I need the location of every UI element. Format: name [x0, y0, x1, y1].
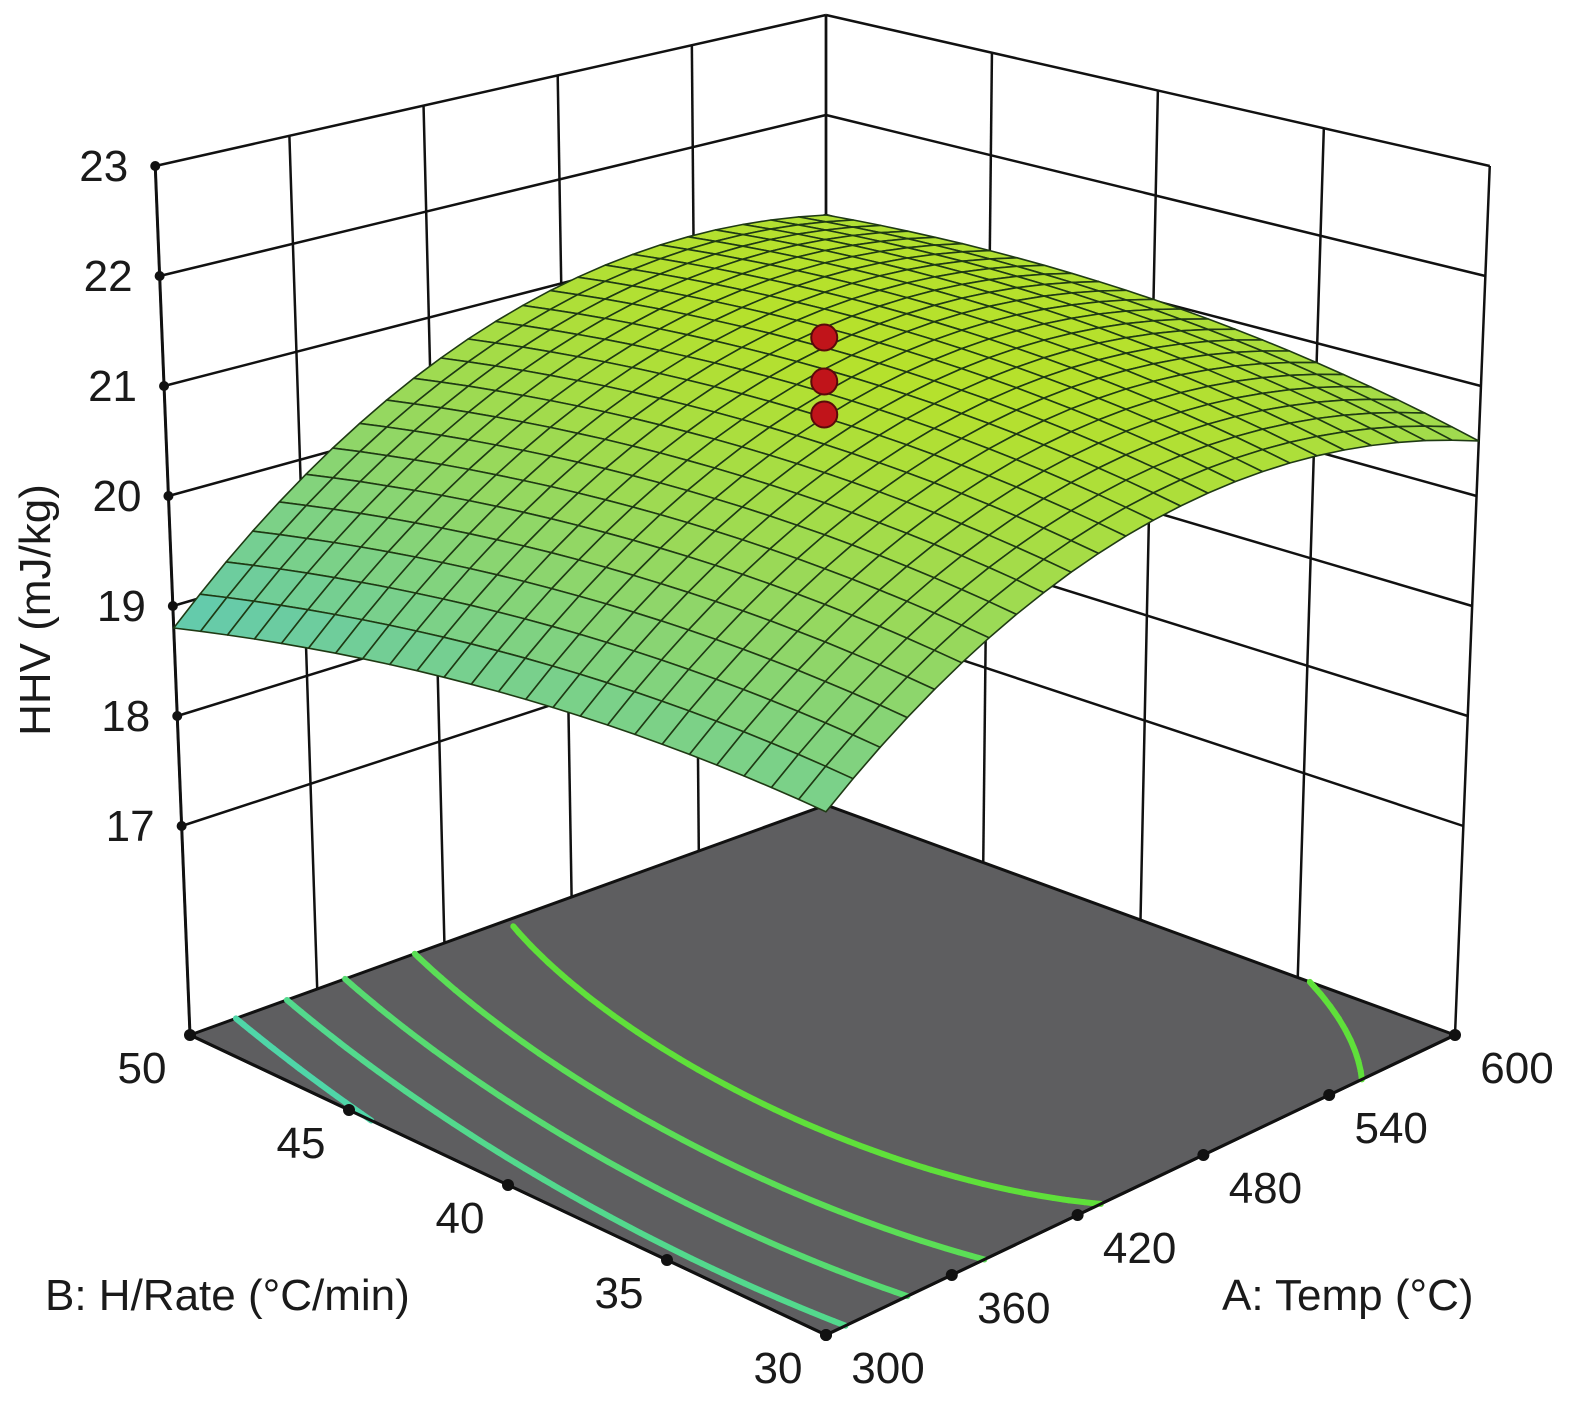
right-wall-gridline — [1453, 165, 1492, 1036]
contour-segment — [1306, 978, 1318, 991]
z-tick-label: 22 — [84, 252, 133, 301]
z-tick-mark — [176, 821, 187, 831]
z-axis-title: HHV (mJ/kg) — [11, 484, 60, 736]
z-tick-label: 21 — [88, 362, 137, 411]
contour-segment — [818, 1261, 829, 1269]
b-tick-mark — [184, 1029, 196, 1041]
b-tick-label: 45 — [277, 1119, 326, 1168]
z-tick-label: 18 — [101, 692, 150, 741]
contour-segment — [921, 1164, 934, 1173]
contour-segment — [342, 975, 355, 988]
design-point — [810, 400, 839, 429]
a-tick-mark — [945, 1269, 958, 1281]
z-tick-label: 23 — [79, 142, 128, 191]
a-tick-label: 540 — [1354, 1104, 1427, 1153]
left-wall-gridline — [159, 113, 827, 278]
right-wall-gridline — [1296, 128, 1326, 978]
b-tick-label: 30 — [754, 1344, 803, 1393]
a-tick-mark — [1323, 1089, 1336, 1101]
a-tick-mark — [1449, 1029, 1461, 1041]
z-tick-mark — [167, 601, 178, 611]
contour-segment — [411, 950, 422, 960]
contour-segment — [510, 923, 522, 936]
contour-segment — [232, 1015, 247, 1028]
z-tick-label: 17 — [106, 802, 155, 851]
a-axis-title: A: Temp (°C) — [1222, 1271, 1474, 1320]
floor-contours — [232, 923, 1365, 1329]
z-tick-mark — [163, 491, 174, 501]
a-tick-mark — [1197, 1149, 1210, 1161]
b-tick-label: 40 — [436, 1194, 485, 1243]
z-tick-label: 20 — [92, 472, 141, 521]
b-axis-title: B: H/Rate (°C/min) — [45, 1271, 410, 1320]
a-tick-label: 420 — [1103, 1224, 1176, 1273]
z-tick-mark — [159, 381, 170, 391]
b-tick-label: 50 — [118, 1044, 167, 1093]
right-wall-gridline — [825, 13, 1491, 168]
design-points — [810, 323, 839, 429]
b-tick-mark — [502, 1179, 514, 1191]
response-surface — [172, 214, 1480, 813]
b-tick-mark — [661, 1254, 673, 1266]
contour-segment — [908, 1234, 925, 1244]
surface-cell — [797, 765, 854, 813]
z-tick-label: 19 — [97, 582, 146, 631]
a-tick-mark — [1071, 1209, 1084, 1221]
a-tick-label: 480 — [1229, 1164, 1302, 1213]
right-wall-gridline — [825, 113, 1486, 278]
a-tick-label: 360 — [977, 1284, 1050, 1333]
z-tick-mark — [154, 271, 165, 281]
tick-labels: 17 18 19 20 21 22 23 300 360 420 480 540… — [11, 142, 1554, 1393]
z-axis-line — [153, 165, 192, 1036]
contour-segment — [1024, 1190, 1042, 1199]
contour-segment — [283, 996, 294, 1006]
contour-segment — [1060, 1196, 1072, 1204]
contour-segment — [980, 1181, 999, 1190]
left-wall-gridline — [154, 13, 827, 168]
a-tick-label: 600 — [1480, 1044, 1553, 1093]
design-point — [810, 367, 839, 396]
b-tick-label: 35 — [595, 1269, 644, 1318]
design-point — [810, 323, 839, 352]
z-tick-mark — [150, 161, 161, 171]
a-axis-line — [825, 1033, 1456, 1337]
axes — [150, 161, 1461, 1341]
z-tick-mark — [172, 711, 183, 721]
b-tick-mark — [343, 1104, 355, 1116]
a-tick-label: 300 — [851, 1344, 924, 1393]
b-tick-mark — [820, 1329, 832, 1341]
